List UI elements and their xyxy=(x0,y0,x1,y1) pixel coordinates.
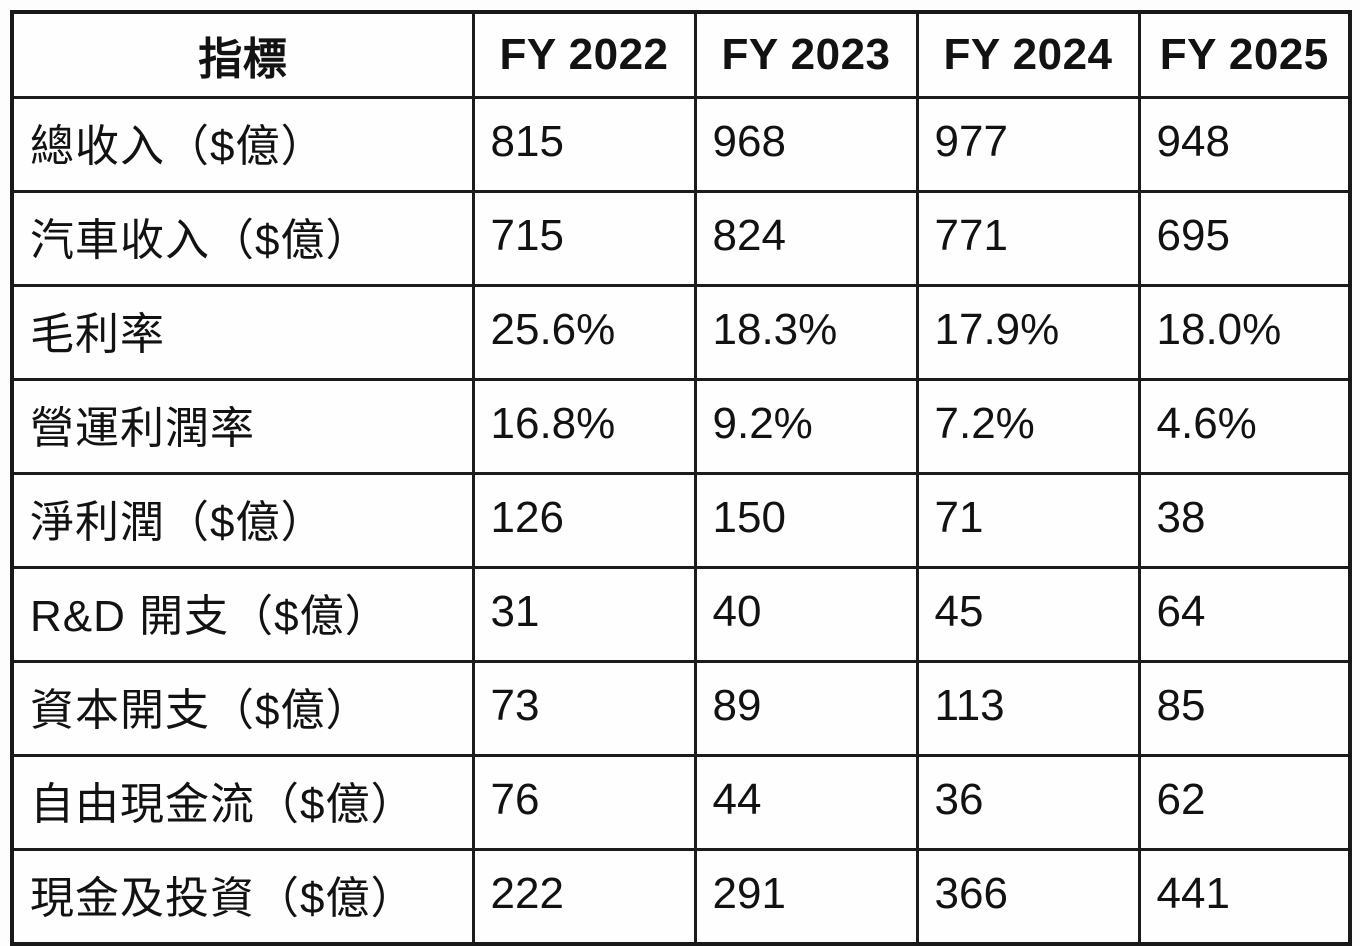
table-row: 汽車收入（$億） 715 824 771 695 xyxy=(10,190,1352,287)
column-header-fy2025: FY 2025 xyxy=(1137,10,1352,99)
table-row: 資本開支（$億） 73 89 113 85 xyxy=(10,660,1352,757)
row-label-cell: 資本開支（$億） xyxy=(10,660,475,757)
value-cell: 948 xyxy=(1137,96,1352,193)
column-header-fy2024: FY 2024 xyxy=(915,10,1141,99)
value-cell: 815 xyxy=(471,96,697,193)
value-cell: 222 xyxy=(471,848,697,946)
value-cell: 126 xyxy=(471,472,697,569)
table-row: 現金及投資（$億） 222 291 366 441 xyxy=(10,848,1352,946)
row-label-cell: 汽車收入（$億） xyxy=(10,190,475,287)
value-cell: 977 xyxy=(915,96,1141,193)
value-cell: 150 xyxy=(693,472,919,569)
header-row: 指標 FY 2022 FY 2023 FY 2024 FY 2025 xyxy=(10,10,1352,99)
financial-metrics-table-wrap: 指標 FY 2022 FY 2023 FY 2024 FY 2025 總收入（$… xyxy=(10,10,1352,946)
value-cell: 73 xyxy=(471,660,697,757)
financial-metrics-table: 指標 FY 2022 FY 2023 FY 2024 FY 2025 總收入（$… xyxy=(10,10,1352,946)
table-row: 淨利潤（$億） 126 150 71 38 xyxy=(10,472,1352,569)
value-cell: 4.6% xyxy=(1137,378,1352,475)
row-label-cell: R&D 開支（$億） xyxy=(10,566,475,663)
column-header-fy2023: FY 2023 xyxy=(693,10,919,99)
row-label-cell: 總收入（$億） xyxy=(10,96,475,193)
table-row: 自由現金流（$億） 76 44 36 62 xyxy=(10,754,1352,851)
value-cell: 45 xyxy=(915,566,1141,663)
value-cell: 38 xyxy=(1137,472,1352,569)
value-cell: 968 xyxy=(693,96,919,193)
value-cell: 40 xyxy=(693,566,919,663)
value-cell: 9.2% xyxy=(693,378,919,475)
value-cell: 62 xyxy=(1137,754,1352,851)
value-cell: 71 xyxy=(915,472,1141,569)
value-cell: 89 xyxy=(693,660,919,757)
value-cell: 7.2% xyxy=(915,378,1141,475)
value-cell: 36 xyxy=(915,754,1141,851)
value-cell: 824 xyxy=(693,190,919,287)
value-cell: 695 xyxy=(1137,190,1352,287)
value-cell: 76 xyxy=(471,754,697,851)
row-label-cell: 淨利潤（$億） xyxy=(10,472,475,569)
value-cell: 771 xyxy=(915,190,1141,287)
table-row: R&D 開支（$億） 31 40 45 64 xyxy=(10,566,1352,663)
value-cell: 18.0% xyxy=(1137,284,1352,381)
table-body: 總收入（$億） 815 968 977 948 汽車收入（$億） 715 824 771 695 毛… xyxy=(10,96,1352,946)
column-header-fy2022: FY 2022 xyxy=(471,10,697,99)
row-label-cell: 營運利潤率 xyxy=(10,378,475,475)
table-row: 總收入（$億） 815 968 977 948 xyxy=(10,96,1352,193)
value-cell: 17.9% xyxy=(915,284,1141,381)
value-cell: 715 xyxy=(471,190,697,287)
value-cell: 44 xyxy=(693,754,919,851)
value-cell: 441 xyxy=(1137,848,1352,946)
value-cell: 64 xyxy=(1137,566,1352,663)
value-cell: 18.3% xyxy=(693,284,919,381)
value-cell: 31 xyxy=(471,566,697,663)
value-cell: 113 xyxy=(915,660,1141,757)
value-cell: 291 xyxy=(693,848,919,946)
value-cell: 16.8% xyxy=(471,378,697,475)
table-row: 營運利潤率 16.8% 9.2% 7.2% 4.6% xyxy=(10,378,1352,475)
value-cell: 25.6% xyxy=(471,284,697,381)
column-header-metric: 指標 xyxy=(10,10,475,99)
row-label-cell: 毛利率 xyxy=(10,284,475,381)
row-label-cell: 自由現金流（$億） xyxy=(10,754,475,851)
row-label-cell: 現金及投資（$億） xyxy=(10,848,475,946)
table-row: 毛利率 25.6% 18.3% 17.9% 18.0% xyxy=(10,284,1352,381)
value-cell: 85 xyxy=(1137,660,1352,757)
value-cell: 366 xyxy=(915,848,1141,946)
